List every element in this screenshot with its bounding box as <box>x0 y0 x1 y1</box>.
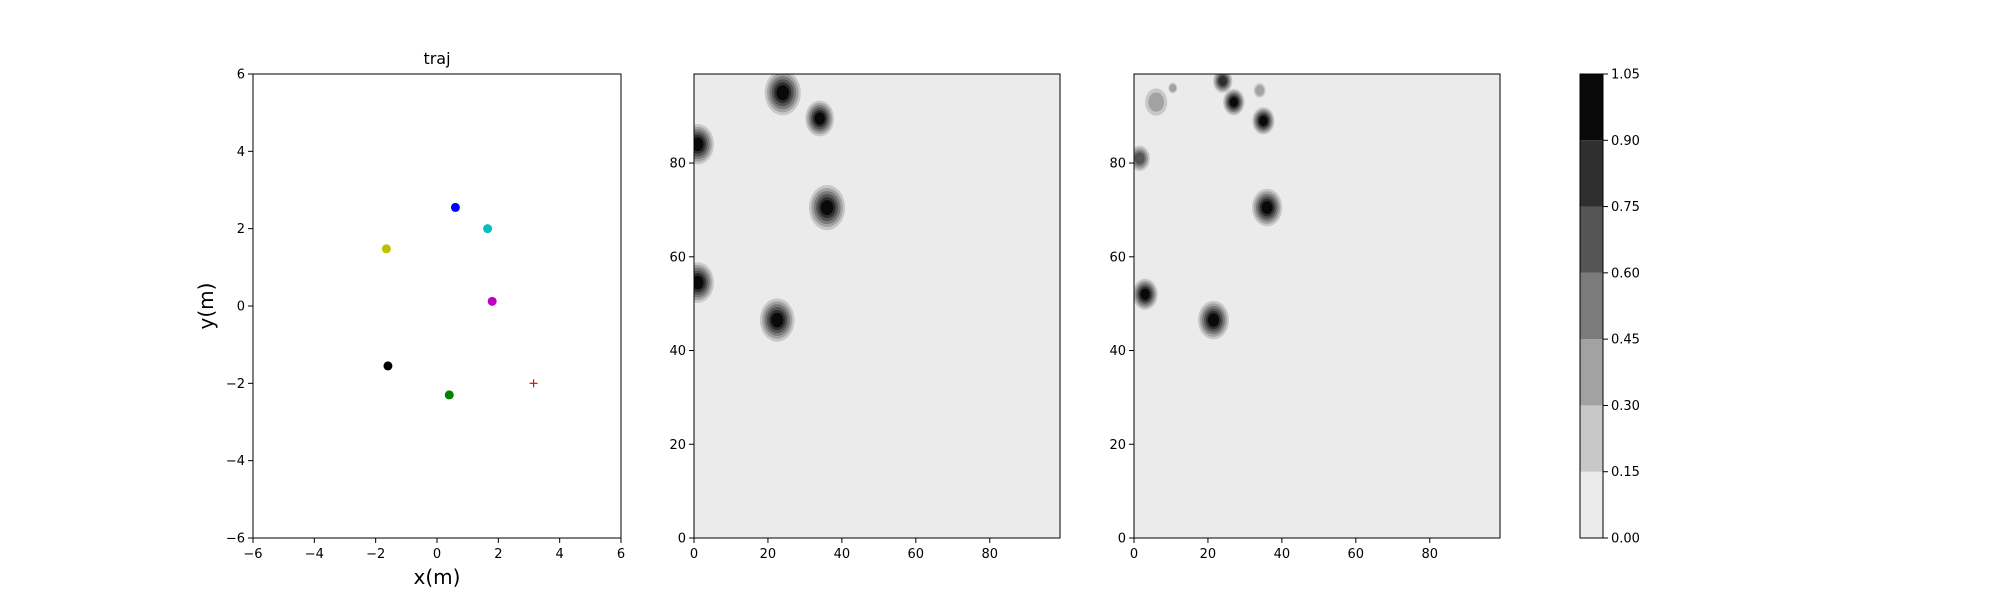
y-tick-label: 4 <box>237 145 245 160</box>
colorbar-band <box>1580 272 1603 340</box>
x-tick-label: 0 <box>1130 547 1138 562</box>
y-tick-label: −2 <box>226 377 245 392</box>
x-tick-label: 0 <box>433 547 441 562</box>
x-tick-label: 6 <box>617 547 625 562</box>
x-tick-label: 80 <box>1421 547 1438 562</box>
x-tick-label: −4 <box>305 547 324 562</box>
colorbar-tick-label: 0.60 <box>1611 266 1640 281</box>
colorbar-band <box>1580 405 1603 472</box>
obstacle-blob <box>764 74 801 116</box>
colorbar-tick-label: 0.15 <box>1611 465 1640 480</box>
obstacle-blob <box>1253 83 1266 98</box>
agent-point <box>444 390 454 400</box>
obstacle-blob <box>759 298 795 342</box>
y-tick-label: 40 <box>1109 344 1126 359</box>
y-tick-label: 0 <box>678 532 686 547</box>
obstacle-blob <box>1213 74 1233 93</box>
plot-frame <box>693 73 1061 539</box>
colorbar-band <box>1580 471 1603 538</box>
y-tick-label: 0 <box>237 300 245 315</box>
trajectory-panel: traj x(m) y(m) −6 −4 −2 0 2 4 6 −6 −4 −2 0 2 4 6 <box>194 49 625 589</box>
obstacle-blob <box>1252 107 1275 135</box>
y-tick-label: 80 <box>669 157 686 172</box>
obstacle-blob <box>694 124 714 165</box>
y-tick-label: 40 <box>669 344 686 359</box>
colorbar-tick-label: 0.90 <box>1611 134 1640 149</box>
y-tick-label: 0 <box>1118 532 1126 547</box>
agent-point <box>383 361 393 371</box>
x-tick-label: 4 <box>556 547 564 562</box>
obstacle-blob <box>1197 300 1230 340</box>
colorbar-band <box>1580 74 1603 141</box>
x-tick-label: −6 <box>243 547 262 562</box>
y-tick-label: 20 <box>1109 438 1126 453</box>
x-tick-label: −2 <box>366 547 385 562</box>
agent-point <box>381 244 391 254</box>
obstacle-blob <box>1251 188 1283 227</box>
y-tick-label: 60 <box>1109 250 1126 265</box>
agent-point <box>450 202 460 212</box>
y-tick-label: 80 <box>1109 157 1126 172</box>
plot-frame <box>1133 73 1501 539</box>
colorbar-tick-label: 0.30 <box>1611 399 1640 414</box>
obstacle-blob <box>1134 278 1158 310</box>
x-tick-label: 20 <box>1200 547 1217 562</box>
colorbar-band <box>1580 339 1603 406</box>
obstacle-blob <box>1134 145 1150 172</box>
y-tick-label: −6 <box>226 532 245 547</box>
x-tick-label: 60 <box>1348 547 1365 562</box>
trajectory-title: traj <box>423 49 450 68</box>
y-tick-label: 60 <box>669 250 686 265</box>
colorbar-band <box>1580 206 1603 273</box>
obstacle-blob <box>1145 88 1168 116</box>
heatmap-background <box>1134 74 1500 538</box>
plot-frame <box>252 73 622 539</box>
colorbar-tick-label: 0.00 <box>1611 532 1640 547</box>
y-tick-label: 20 <box>669 438 686 453</box>
colorbar-band <box>1580 140 1603 207</box>
x-tick-label: 0 <box>690 547 698 562</box>
obstacle-blob <box>694 262 714 303</box>
x-tick-label: 20 <box>760 547 777 562</box>
heatmap-background <box>694 74 1060 538</box>
y-tick-label: 6 <box>237 68 245 83</box>
agent-point <box>487 296 497 306</box>
plot-area <box>253 74 621 538</box>
x-axis-label: x(m) <box>414 565 461 589</box>
x-tick-label: 80 <box>981 547 998 562</box>
obstacle-blob <box>1223 88 1245 116</box>
x-tick-label: 60 <box>908 547 925 562</box>
agent-point <box>483 224 493 234</box>
y-tick-label: −4 <box>226 454 245 469</box>
x-tick-label: 40 <box>834 547 851 562</box>
colorbar-tick-label: 1.05 <box>1611 68 1640 83</box>
x-tick-label: 2 <box>494 547 502 562</box>
occupancy-map-panel: 0 20 40 60 80 0 20 40 60 80 <box>669 73 1061 562</box>
y-axis-label: y(m) <box>194 283 218 330</box>
obstacle-blob <box>1168 82 1178 94</box>
colorbar-frame <box>1579 73 1604 539</box>
x-tick-label: 40 <box>1274 547 1291 562</box>
predicted-map-panel: 0 20 40 60 80 0 20 40 60 80 <box>1109 73 1501 562</box>
y-tick-label: 2 <box>237 222 245 237</box>
obstacle-blob <box>805 100 835 137</box>
colorbar-tick-label: 0.75 <box>1611 200 1640 215</box>
goal-marker <box>529 379 538 388</box>
obstacle-blob <box>808 184 846 231</box>
colorbar-panel: 0.00 0.15 0.30 0.45 0.60 0.75 0.90 1.05 <box>1579 68 1640 547</box>
colorbar-tick-label: 0.45 <box>1611 333 1640 348</box>
